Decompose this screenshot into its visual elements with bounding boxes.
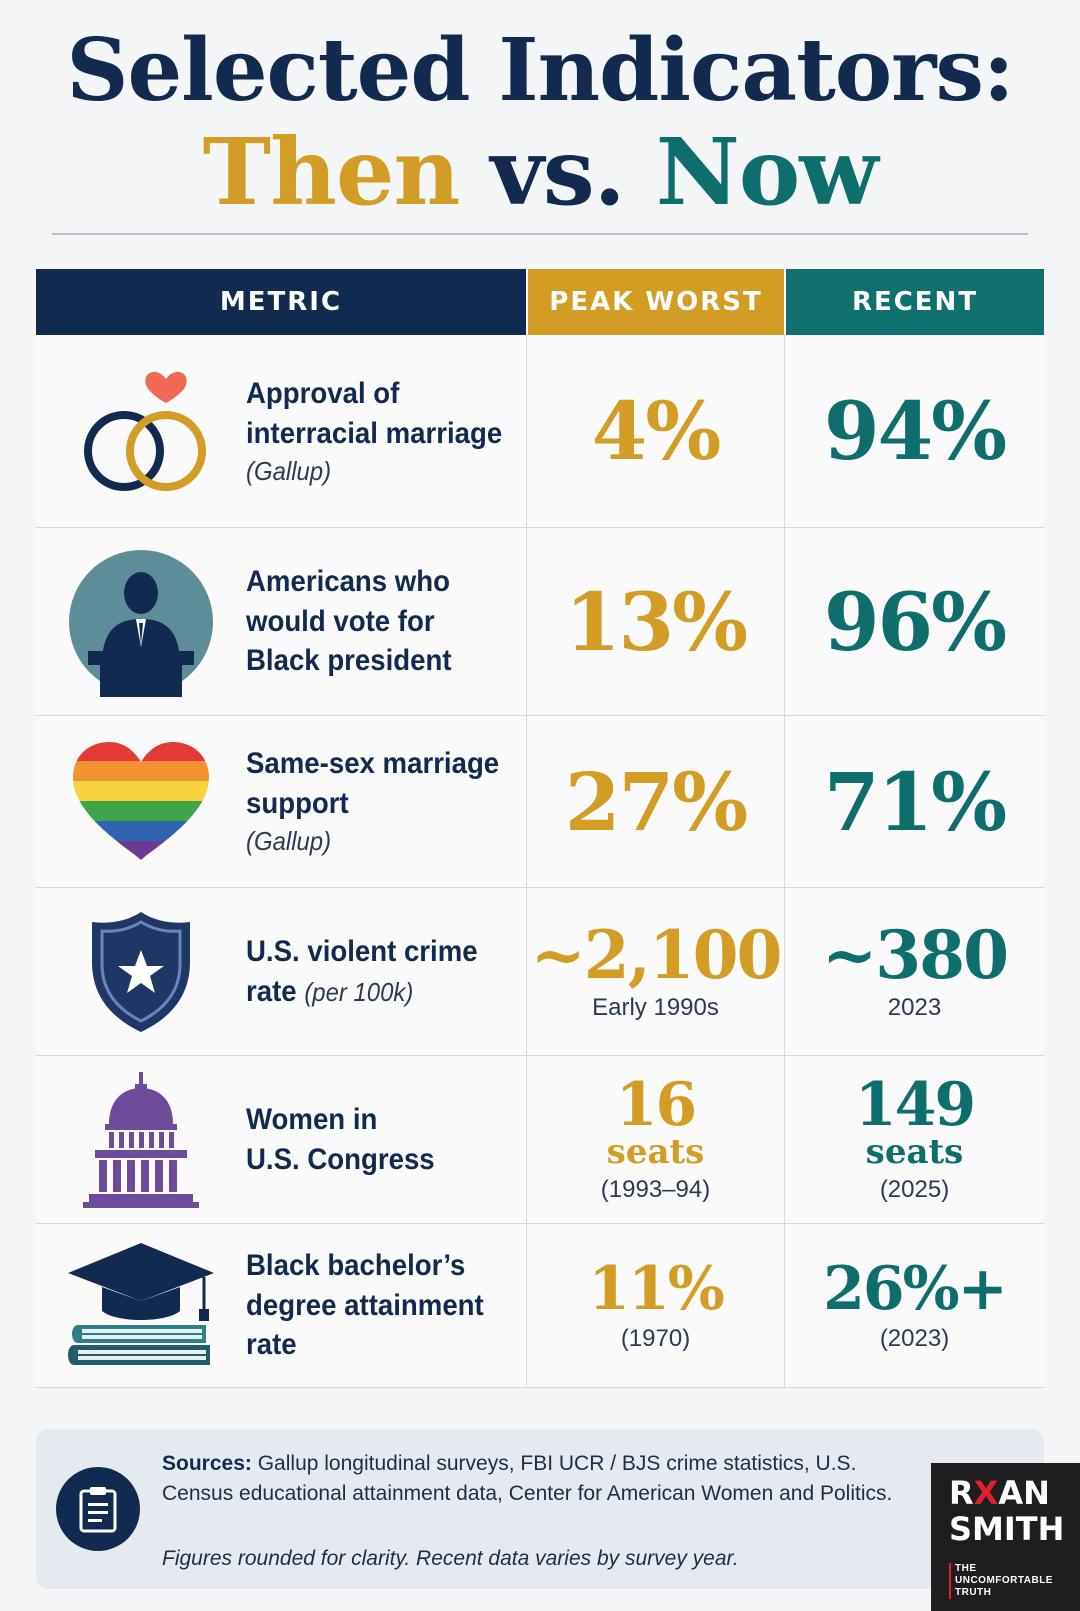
recent-value: 149 [854,1069,976,1140]
metric-cell: Black bachelor’s degree attainment rate [36,1224,526,1387]
metric-label: U.S. violent crime rate (per 100k) [246,934,478,1008]
peak-cell: 27% [526,716,784,887]
header-recent: RECENT [784,269,1044,335]
header-metric: METRIC [36,269,526,335]
title-then: Then [202,118,461,226]
table-row: Same-sex marriage support (Gallup) 27% 7… [36,716,1044,888]
table-row: Americans who would vote for Black presi… [36,528,1044,716]
peak-value: ~2,100 [530,915,783,994]
metric-label: Same-sex marriage support (Gallup) [246,747,500,857]
peak-period: (1993–94) [600,1176,711,1204]
sources-label: Sources: [162,1452,252,1475]
metric-label: Americans who would vote for Black presi… [246,564,452,678]
sources-panel: Sources: Gallup longitudinal surveys, FB… [36,1429,1044,1589]
recent-value: 96% [823,574,1007,669]
title-line-2: Then vs. Now [0,126,1080,218]
brand-name-first: RXAN [949,1474,1050,1512]
capitol-icon [36,1070,246,1210]
rainbow-heart-icon [36,740,246,864]
recent-value: ~380 [821,915,1009,994]
page-title: Selected Indicators: Then vs. Now [0,20,1080,219]
metric-label: Women in U.S. Congress [246,1102,435,1176]
peak-value: 4% [591,384,722,478]
table-row: Women in U.S. Congress 16 seats (1993–94… [36,1056,1044,1224]
peak-cell: ~2,100 Early 1990s [526,888,784,1055]
peak-cell: 4% [526,335,784,527]
peak-value: 16 [615,1069,697,1140]
title-divider [52,233,1028,235]
peak-cell: 13% [526,528,784,715]
table-row: U.S. violent crime rate (per 100k) ~2,10… [36,888,1044,1056]
metric-label: Black bachelor’s degree attainment rate [246,1248,484,1362]
peak-cell: 11% (1970) [526,1224,784,1387]
recent-cell: 149 seats (2025) [784,1056,1044,1223]
peak-unit: seats [606,1131,705,1172]
peak-cell: 16 seats (1993–94) [526,1056,784,1223]
recent-unit: seats [865,1131,964,1172]
table-header: METRIC PEAK WORST RECENT [36,269,1044,335]
peak-period: (1970) [620,1324,691,1352]
graduation-cap-icon [36,1241,246,1371]
police-badge-icon [36,910,246,1034]
metric-cell: U.S. violent crime rate (per 100k) [36,888,526,1055]
brand-tagline: THE UNCOMFORTABLE TRUTH [949,1563,1053,1599]
recent-cell: ~380 2023 [784,888,1044,1055]
clipboard-icon [56,1467,140,1551]
brand-logo: RXAN SMITH THE UNCOMFORTABLE TRUTH [931,1463,1080,1611]
peak-value: 27% [564,754,748,849]
recent-cell: 26%+ (2023) [784,1224,1044,1387]
sources-note: Figures rounded for clarity. Recent data… [162,1547,739,1570]
metric-cell: Women in U.S. Congress [36,1056,526,1223]
recent-period: (2023) [879,1324,950,1352]
table-row: Approval of interracial marriage (Gallup… [36,335,1044,528]
recent-cell: 96% [784,528,1044,715]
recent-value: 71% [823,754,1007,849]
metric-cell: Approval of interracial marriage (Gallup… [36,335,526,527]
table-row: Black bachelor’s degree attainment rate … [36,1224,1044,1388]
peak-value: 13% [564,574,748,669]
title-line-1: Selected Indicators: [66,20,1014,121]
metric-label: Approval of interracial marriage (Gallup… [246,376,503,486]
sources-list: Gallup longitudinal surveys, FBI UCR / B… [162,1452,893,1506]
recent-period: (2025) [879,1176,950,1204]
peak-value: 11% [588,1253,725,1324]
recent-period: 2023 [887,993,942,1021]
title-now: Now [655,118,879,226]
sources-text: Sources: Gallup longitudinal surveys, FB… [162,1449,922,1510]
recent-cell: 94% [784,335,1044,527]
recent-value: 26%+ [823,1253,1008,1324]
header-peak-worst: PEAK WORST [526,269,784,335]
president-podium-icon [36,547,246,697]
recent-cell: 71% [784,716,1044,887]
wedding-rings-icon [36,361,246,501]
peak-period: Early 1990s [592,993,719,1021]
title-vs: vs. [490,118,625,226]
metric-cell: Same-sex marriage support (Gallup) [36,716,526,887]
metric-cell: Americans who would vote for Black presi… [36,528,526,715]
indicators-table: METRIC PEAK WORST RECENT Approval of int… [36,269,1044,1388]
brand-name-last: SMITH [949,1510,1065,1548]
recent-value: 94% [823,384,1007,478]
